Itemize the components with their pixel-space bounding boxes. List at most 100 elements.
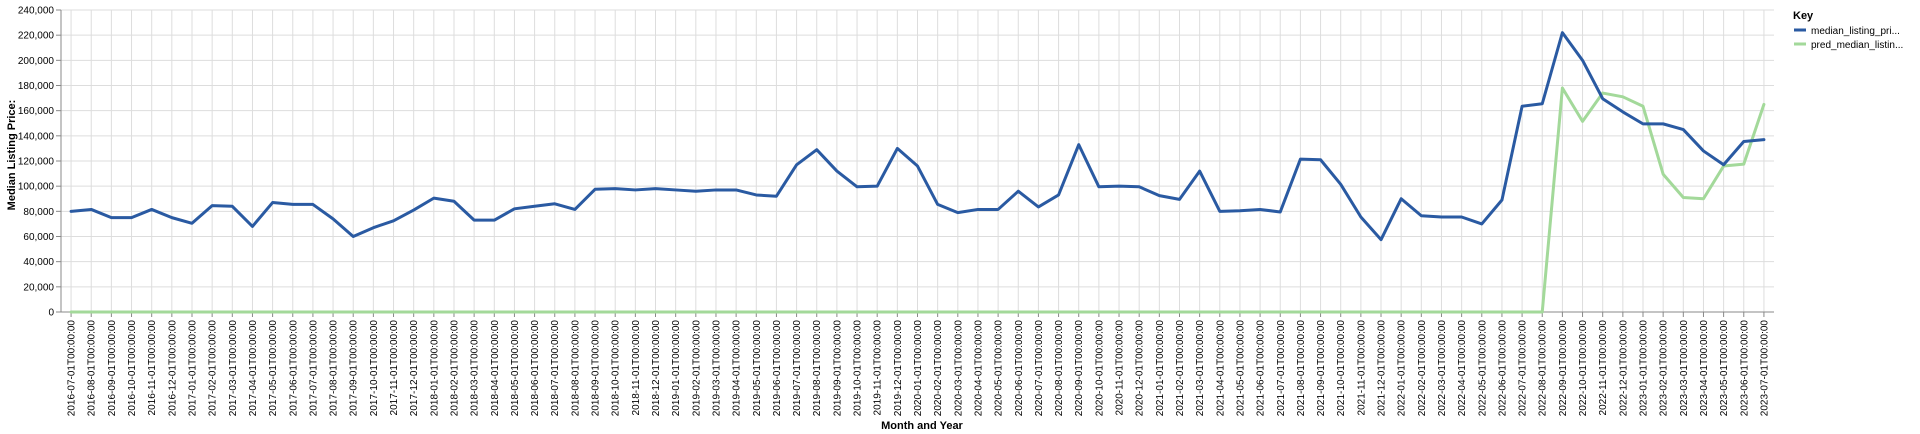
x-tick-label: 2021-12-01T00:00:00 [1377, 320, 1388, 417]
legend: Key median_listing_pri... pred_median_lis… [1793, 10, 1903, 51]
x-tick-label: 2019-09-01T00:00:00 [832, 320, 843, 417]
data-point [110, 311, 113, 314]
x-tick-label: 2017-11-01T00:00:00 [389, 320, 400, 416]
data-point [231, 205, 234, 208]
data-point [1238, 311, 1241, 314]
y-tick-label: 60,000 [23, 232, 54, 243]
data-point [1380, 238, 1383, 241]
data-point [1319, 158, 1322, 161]
x-tick-label: 2018-10-01T00:00:00 [611, 320, 622, 417]
data-point [190, 311, 193, 314]
data-point [654, 187, 657, 190]
data-point [795, 163, 798, 166]
data-point [1178, 311, 1181, 314]
data-point [674, 188, 677, 191]
data-point [573, 311, 576, 314]
x-tick-label: 2016-09-01T00:00:00 [107, 320, 118, 417]
legend-title: Key [1793, 10, 1814, 22]
grid-lines [61, 9, 1774, 313]
x-tick-label: 2017-03-01T00:00:00 [228, 320, 239, 417]
x-tick-label: 2022-05-01T00:00:00 [1477, 320, 1488, 417]
y-tick-label: 100,000 [18, 182, 55, 193]
x-tick-label: 2017-05-01T00:00:00 [268, 320, 279, 417]
data-point [1037, 311, 1040, 314]
data-point [856, 185, 859, 188]
data-point [513, 311, 516, 314]
data-point [1682, 196, 1685, 199]
data-point [70, 210, 73, 213]
data-point [634, 311, 637, 314]
data-point [634, 188, 637, 191]
x-tick-label: 2020-08-01T00:00:00 [1054, 320, 1065, 417]
legend-label: pred_median_listin... [1811, 40, 1903, 51]
data-point [1420, 214, 1423, 217]
data-point [1521, 105, 1524, 108]
y-tick-label: 140,000 [18, 131, 55, 142]
data-point [1762, 138, 1765, 141]
data-point [90, 208, 93, 211]
data-point [1601, 97, 1604, 100]
x-tick-label: 2019-12-01T00:00:00 [893, 320, 904, 417]
data-point [1742, 163, 1745, 166]
data-point [211, 204, 214, 207]
x-tick-label: 2022-12-01T00:00:00 [1618, 320, 1629, 417]
data-point [835, 311, 838, 314]
data-point [1702, 149, 1705, 152]
x-tick-label: 2021-07-01T00:00:00 [1276, 320, 1287, 417]
x-tick-label: 2020-03-01T00:00:00 [953, 320, 964, 417]
legend-label: median_listing_pri... [1811, 26, 1900, 37]
data-point [473, 219, 476, 222]
x-tick-label: 2020-04-01T00:00:00 [973, 320, 984, 417]
x-tick-label: 2022-07-01T00:00:00 [1518, 320, 1529, 417]
data-point [553, 202, 556, 205]
data-point [170, 216, 173, 219]
data-point [1440, 216, 1443, 219]
x-tick-label: 2018-12-01T00:00:00 [651, 320, 662, 417]
data-point [815, 148, 818, 151]
data-point [1400, 197, 1403, 200]
data-point [956, 211, 959, 214]
data-point [1279, 210, 1282, 213]
x-tick-label: 2019-10-01T00:00:00 [853, 320, 864, 417]
data-point [170, 311, 173, 314]
data-point [513, 207, 516, 210]
data-point [110, 216, 113, 219]
data-point [1460, 311, 1463, 314]
x-tick-label: 2022-09-01T00:00:00 [1558, 320, 1569, 417]
x-tick-label: 2017-08-01T00:00:00 [329, 320, 340, 417]
data-point [432, 311, 435, 314]
data-point [1339, 311, 1342, 314]
data-point [1642, 122, 1645, 125]
data-point [1158, 194, 1161, 197]
data-point [372, 311, 375, 314]
data-point [1077, 143, 1080, 146]
x-tick-label: 2022-03-01T00:00:00 [1437, 320, 1448, 417]
data-point [190, 222, 193, 225]
x-tick-label: 2020-01-01T00:00:00 [913, 320, 924, 417]
data-point [473, 311, 476, 314]
data-point [1299, 311, 1302, 314]
series-line-1 [69, 86, 1766, 314]
data-point [1218, 311, 1221, 314]
data-point [735, 311, 738, 314]
data-point [694, 311, 697, 314]
x-tick-label: 2021-06-01T00:00:00 [1256, 320, 1267, 417]
x-tick-label: 2019-04-01T00:00:00 [732, 320, 743, 417]
data-point [533, 311, 536, 314]
x-tick-label: 2023-04-01T00:00:00 [1699, 320, 1710, 417]
x-tick-label: 2019-08-01T00:00:00 [812, 320, 823, 417]
data-point [775, 311, 778, 314]
x-tick-label: 2023-07-01T00:00:00 [1759, 320, 1770, 417]
x-tick-label: 2018-09-01T00:00:00 [591, 320, 602, 417]
data-point [654, 311, 657, 314]
x-tick-label: 2021-08-01T00:00:00 [1296, 320, 1307, 417]
series-layer [69, 31, 1766, 314]
data-point [412, 209, 415, 212]
y-axis: 0 20,000 40,000 60,000 80,000 100,000 120,000 1… [18, 6, 62, 319]
data-point [795, 311, 798, 314]
data-point [1541, 102, 1544, 105]
data-point [332, 217, 335, 220]
data-point [1500, 311, 1503, 314]
x-tick-label: 2023-02-01T00:00:00 [1659, 320, 1670, 417]
